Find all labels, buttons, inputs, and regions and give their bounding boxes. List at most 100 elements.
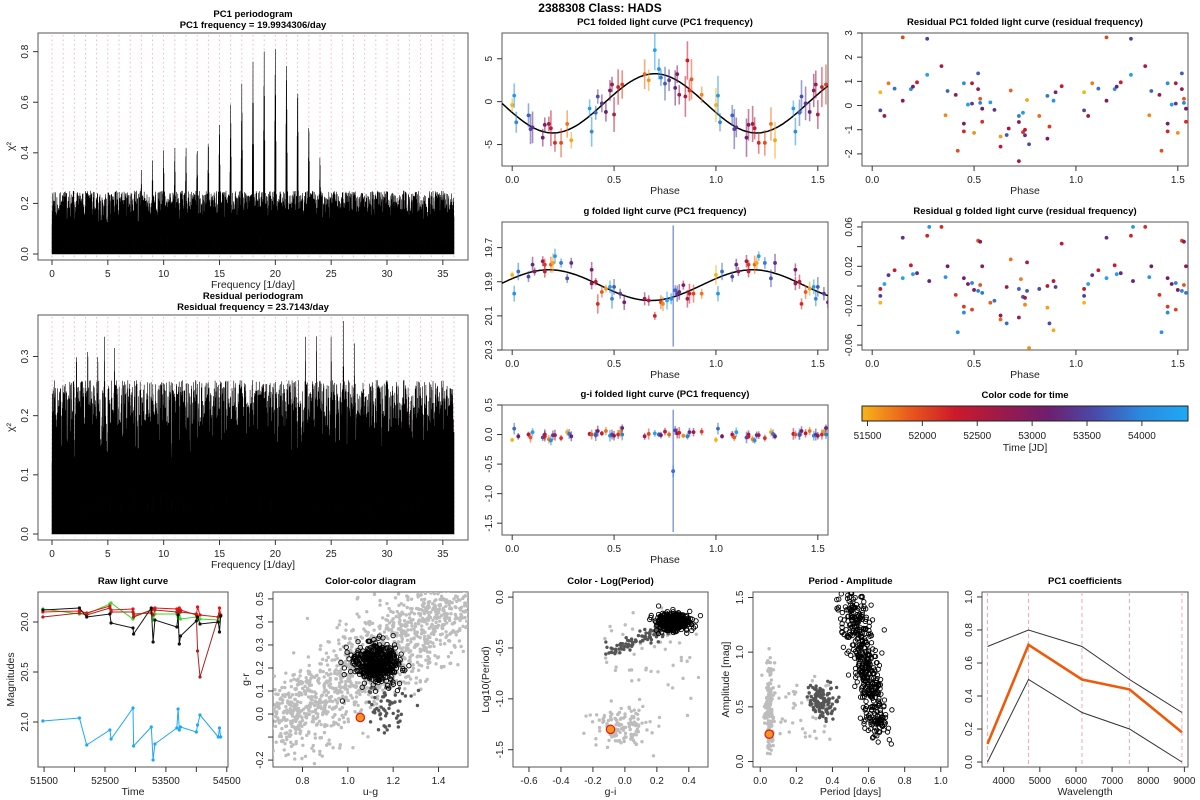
- data-point-RRab: [390, 632, 396, 639]
- data-point-background: [423, 630, 427, 634]
- data-point-background: [408, 606, 413, 611]
- data-point-other-class: [391, 711, 395, 716]
- plot-frame: [501, 404, 829, 536]
- data-point: [652, 48, 657, 53]
- data-point-background: [791, 706, 796, 710]
- data-point-background: [772, 719, 776, 724]
- data-point-background: [656, 670, 660, 674]
- data-point-background: [399, 623, 404, 627]
- data-point-background: [353, 709, 357, 714]
- data-point-RRab: [371, 658, 378, 665]
- data-point-other-class: [396, 725, 401, 729]
- data-point: [646, 78, 651, 83]
- data-point: [746, 269, 751, 274]
- data-point-RRab: [871, 685, 878, 691]
- data-point-background: [349, 693, 353, 698]
- data-point-background: [444, 630, 448, 634]
- data-point-background: [370, 621, 375, 626]
- data-point-RRab: [670, 606, 676, 613]
- data-point: [732, 435, 737, 440]
- data-point-background: [339, 725, 343, 730]
- data-point-background: [444, 604, 448, 608]
- data-point-background: [440, 626, 445, 631]
- data-point-RRab: [861, 718, 867, 724]
- data-point-RRab: [668, 620, 674, 626]
- data-point-background: [399, 628, 404, 632]
- data-point-background: [452, 597, 456, 601]
- data-point-background: [318, 749, 322, 754]
- data-point: [1004, 133, 1009, 137]
- data-point: [1059, 241, 1064, 246]
- series-point-i: [41, 615, 45, 619]
- series-point-u: [217, 726, 222, 730]
- data-point-background: [466, 592, 468, 595]
- data-point-background: [771, 717, 775, 721]
- data-point-background: [764, 696, 769, 700]
- data-point: [773, 138, 777, 143]
- data-point: [546, 122, 551, 126]
- data-point-other-class: [828, 687, 833, 691]
- data-point-background: [769, 669, 773, 674]
- data-point: [1045, 93, 1050, 98]
- data-point-background: [434, 586, 437, 589]
- data-point-background: [770, 714, 774, 718]
- data-point-background: [629, 735, 633, 739]
- data-point-other-class: [638, 629, 642, 633]
- plot-area: [986, 592, 1183, 767]
- y-tick-label: 0.0: [20, 527, 31, 541]
- data-point-background: [609, 629, 614, 633]
- data-point-background: [663, 647, 667, 651]
- data-point-RRab: [881, 697, 888, 703]
- data-point-RRab: [852, 683, 858, 690]
- data-point-background: [822, 730, 826, 734]
- data-point-background: [453, 586, 456, 589]
- data-point-background: [477, 624, 480, 627]
- data-point-background: [608, 624, 612, 629]
- x-tick-label: 0.2: [650, 776, 664, 787]
- data-point-RRab: [380, 673, 387, 679]
- data-point-RRab: [369, 667, 376, 673]
- data-point-RRab: [372, 673, 379, 679]
- data-point: [900, 35, 905, 40]
- data-point-background: [806, 697, 810, 702]
- series-point-z: [41, 608, 45, 612]
- data-point-background: [779, 720, 783, 724]
- data-point-background: [348, 641, 352, 645]
- data-point-background: [429, 569, 432, 572]
- data-point-background: [281, 738, 285, 743]
- data-point-background: [423, 592, 428, 596]
- data-point-background: [265, 676, 268, 679]
- data-point: [1019, 277, 1023, 282]
- data-point-background: [241, 696, 244, 699]
- data-point-background: [443, 592, 446, 593]
- data-point-background: [399, 647, 404, 651]
- data-point: [512, 291, 517, 296]
- data-point: [1149, 264, 1154, 269]
- data-point-background: [273, 727, 274, 730]
- data-point-background: [324, 693, 329, 697]
- data-point-background: [350, 684, 355, 688]
- data-point-background: [333, 669, 337, 673]
- data-point-background: [411, 663, 415, 667]
- data-point: [1082, 287, 1086, 291]
- data-point-background: [399, 634, 404, 639]
- y-tick-label: 0.4: [20, 145, 31, 159]
- data-point-background: [405, 594, 409, 598]
- data-point-background: [471, 630, 474, 633]
- data-point: [1114, 84, 1119, 89]
- x-tick-label: 0.0: [618, 776, 632, 787]
- data-point-RRab: [862, 725, 868, 731]
- data-point-RRab: [860, 704, 866, 711]
- data-point: [1053, 285, 1058, 289]
- data-point-background: [294, 739, 298, 744]
- data-point-other-class: [373, 708, 377, 712]
- chart-title: Color code for time: [981, 390, 1068, 401]
- data-point: [716, 93, 720, 98]
- data-point-background: [470, 625, 473, 628]
- series-point-g: [178, 617, 183, 621]
- data-point-RRab: [849, 616, 855, 623]
- data-point-background: [292, 705, 297, 710]
- data-point-background: [605, 722, 609, 726]
- data-point-background: [471, 600, 474, 603]
